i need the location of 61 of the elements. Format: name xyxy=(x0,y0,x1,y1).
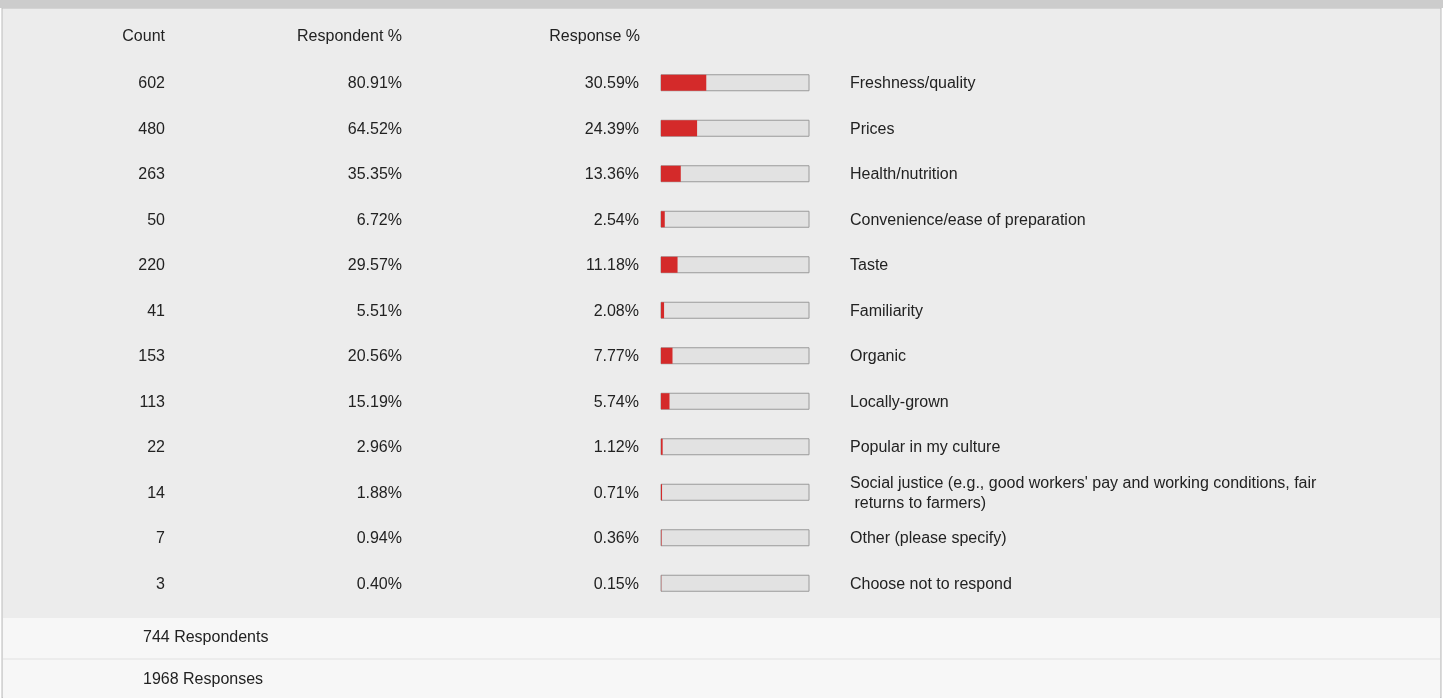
text: Respondent % xyxy=(297,26,403,44)
text: 2.96% xyxy=(356,438,402,456)
text: 64.52% xyxy=(347,119,402,137)
text: 35.35% xyxy=(347,165,402,183)
text: 0.40% xyxy=(356,574,402,592)
data-label: 0.15% xyxy=(593,574,639,592)
text: 29.57% xyxy=(347,256,402,274)
bar xyxy=(661,393,670,410)
y-tick-label: Social justice (e.g., good workers' pay and working conditions, fair returns to farmers) xyxy=(850,473,1318,511)
bar xyxy=(661,165,681,182)
text: 113 xyxy=(139,392,166,410)
y-tick-label: Freshness/quality xyxy=(850,74,976,92)
text: Count xyxy=(122,26,166,44)
y-tick-label: Popular in my culture xyxy=(850,438,1001,456)
y-tick-label: Convenience/ease of preparation xyxy=(850,210,1086,228)
data-label: 2.54% xyxy=(593,210,639,228)
text: 0.94% xyxy=(356,529,402,547)
data-label: 0.36% xyxy=(593,529,639,547)
text: 263 xyxy=(138,165,166,183)
text: 220 xyxy=(138,256,166,274)
data-label: 0.71% xyxy=(593,483,639,501)
bar xyxy=(661,302,665,319)
data-label: 7.77% xyxy=(593,347,639,365)
data-label: 30.59% xyxy=(584,74,639,92)
text: 1968 Responses xyxy=(143,669,264,687)
y-tick-label: Taste xyxy=(850,256,889,274)
data-label: 2.08% xyxy=(593,301,639,319)
text: 6.72% xyxy=(356,210,402,228)
data-label: 5.74% xyxy=(593,392,639,410)
text: 1.88% xyxy=(356,483,402,501)
y-tick-label: Prices xyxy=(850,119,895,137)
text: 22 xyxy=(147,438,166,456)
text: 5.51% xyxy=(356,301,402,319)
text: 602 xyxy=(138,74,166,92)
text: 50 xyxy=(147,210,166,228)
bar xyxy=(661,211,665,228)
text: 744 Respondents xyxy=(143,627,269,645)
text: 15.19% xyxy=(347,392,402,410)
text: Response % xyxy=(549,26,640,44)
text: 20.56% xyxy=(347,347,402,365)
text: 7 xyxy=(156,529,166,547)
bar xyxy=(661,256,678,273)
bar xyxy=(661,347,673,364)
bar xyxy=(661,120,698,137)
text: 153 xyxy=(138,347,166,365)
text: 80.91% xyxy=(347,74,402,92)
y-tick-label: Health/nutrition xyxy=(850,165,958,183)
data-label: 13.36% xyxy=(584,165,639,183)
y-tick-label: Choose not to respond xyxy=(850,574,1012,592)
y-tick-label: Familiarity xyxy=(850,301,923,319)
y-tick-label: Other (please specify) xyxy=(850,529,1007,547)
text: 41 xyxy=(147,301,166,319)
text: 3 xyxy=(156,574,166,592)
y-tick-label: Locally-grown xyxy=(850,392,949,410)
data-label: 1.12% xyxy=(593,438,639,456)
data-label: 24.39% xyxy=(584,119,639,137)
text: 480 xyxy=(138,119,166,137)
data-label: 11.18% xyxy=(585,256,639,274)
text: 14 xyxy=(147,483,166,501)
bar xyxy=(661,74,707,91)
y-tick-label: Organic xyxy=(850,347,907,365)
